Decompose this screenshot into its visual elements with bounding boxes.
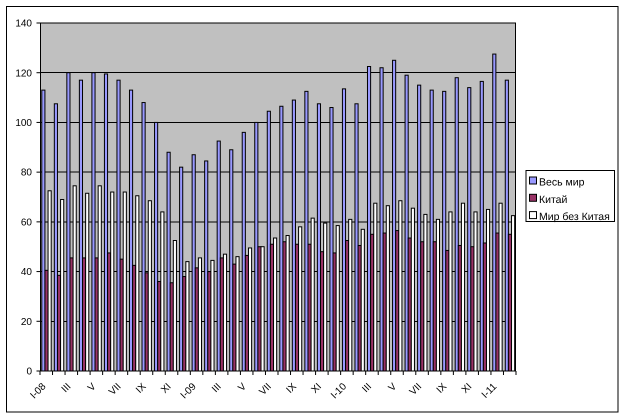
- svg-text:140: 140: [15, 19, 32, 30]
- svg-text:Китай: Китай: [539, 194, 568, 206]
- svg-text:120: 120: [15, 68, 32, 79]
- svg-text:40: 40: [21, 267, 33, 278]
- svg-text:20: 20: [21, 317, 33, 328]
- svg-text:Весь мир: Весь мир: [539, 177, 585, 189]
- svg-text:Мир без Китая: Мир без Китая: [539, 211, 610, 223]
- svg-text:60: 60: [21, 217, 33, 228]
- svg-text:0: 0: [26, 367, 32, 378]
- svg-text:80: 80: [21, 168, 33, 179]
- svg-text:100: 100: [15, 118, 32, 129]
